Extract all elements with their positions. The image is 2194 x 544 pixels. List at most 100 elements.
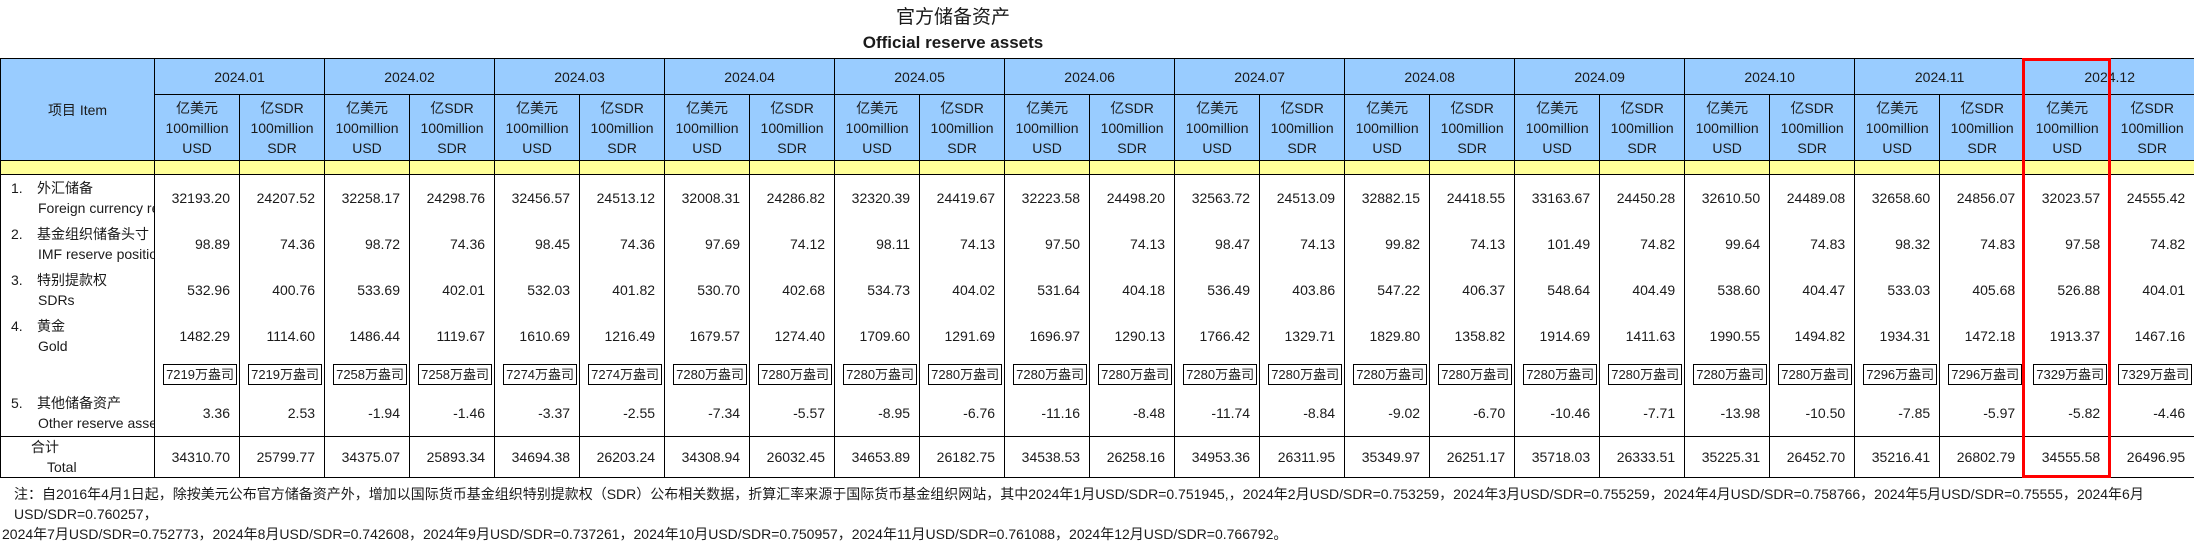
yellow-band-cell: [1940, 161, 2025, 175]
ounce-value-box: 7280万盎司: [1268, 364, 1342, 385]
value-cell: -5.82: [2025, 391, 2110, 437]
value-cell: 26032.45: [750, 437, 835, 478]
value-cell: 74.82: [1600, 221, 1685, 267]
month-header-2024.09: 2024.09: [1515, 59, 1685, 95]
value-cell: 74.12: [750, 221, 835, 267]
ounce-value-box: 7258万盎司: [418, 364, 492, 385]
value-cell: 7329万盎司: [2110, 359, 2194, 391]
value-cell: -6.76: [920, 391, 1005, 437]
value-cell: 7280万盎司: [1770, 359, 1855, 391]
value-cell: 1291.69: [920, 313, 1005, 359]
value-cell: 26452.70: [1770, 437, 1855, 478]
value-cell: 26333.51: [1600, 437, 1685, 478]
yellow-band-cell: [240, 161, 325, 175]
value-cell: 32008.31: [665, 175, 750, 221]
value-cell: 1114.60: [240, 313, 325, 359]
month-header-2024.04: 2024.04: [665, 59, 835, 95]
footnotes: 注：自2016年4月1日起，除按美元公布官方储备资产外，增加以国际货币基金组织特…: [0, 484, 2194, 544]
value-cell: 26311.95: [1260, 437, 1345, 478]
value-cell: 404.47: [1770, 267, 1855, 313]
ounce-value-box: 7280万盎司: [1693, 364, 1767, 385]
value-cell: 3.36: [155, 391, 240, 437]
value-cell: 24513.12: [580, 175, 665, 221]
value-cell: 98.45: [495, 221, 580, 267]
value-cell: 1679.57: [665, 313, 750, 359]
value-cell: -8.48: [1090, 391, 1175, 437]
value-cell: 97.69: [665, 221, 750, 267]
value-cell: 7296万盎司: [1940, 359, 2025, 391]
value-cell: 534.73: [835, 267, 920, 313]
value-cell: 99.64: [1685, 221, 1770, 267]
ounce-value-box: 7329万盎司: [2118, 364, 2192, 385]
value-cell: -8.95: [835, 391, 920, 437]
value-cell: -13.98: [1685, 391, 1770, 437]
value-cell: 1290.13: [1090, 313, 1175, 359]
value-cell: 24298.76: [410, 175, 495, 221]
yellow-band-cell: [665, 161, 750, 175]
ounce-value-box: 7280万盎司: [1098, 364, 1172, 385]
value-cell: -2.55: [580, 391, 665, 437]
ounce-value-box: 7280万盎司: [843, 364, 917, 385]
value-cell: 1990.55: [1685, 313, 1770, 359]
ounce-value-box: 7280万盎司: [1183, 364, 1257, 385]
value-cell: 7296万盎司: [1855, 359, 1940, 391]
value-cell: 24450.28: [1600, 175, 1685, 221]
month-header-2024.05: 2024.05: [835, 59, 1005, 95]
yellow-band-cell: [750, 161, 835, 175]
value-cell: -10.46: [1515, 391, 1600, 437]
value-cell: 32658.60: [1855, 175, 1940, 221]
yellow-band-cell: [325, 161, 410, 175]
ounce-value-box: 7280万盎司: [1608, 364, 1682, 385]
value-cell: 74.13: [1430, 221, 1515, 267]
value-cell: 405.68: [1940, 267, 2025, 313]
value-cell: 1216.49: [580, 313, 665, 359]
value-cell: 7258万盎司: [325, 359, 410, 391]
value-cell: 35225.31: [1685, 437, 1770, 478]
value-cell: 7280万盎司: [1345, 359, 1430, 391]
value-cell: 7280万盎司: [1600, 359, 1685, 391]
value-cell: 531.64: [1005, 267, 1090, 313]
yellow-band-cell: [1, 161, 155, 175]
value-cell: 34953.36: [1175, 437, 1260, 478]
value-cell: -1.46: [410, 391, 495, 437]
value-cell: 34308.94: [665, 437, 750, 478]
value-cell: 34555.58: [2025, 437, 2110, 478]
value-cell: 34375.07: [325, 437, 410, 478]
value-cell: -1.94: [325, 391, 410, 437]
value-cell: 34538.53: [1005, 437, 1090, 478]
value-cell: -8.84: [1260, 391, 1345, 437]
value-cell: 74.13: [920, 221, 1005, 267]
value-cell: 34310.70: [155, 437, 240, 478]
value-cell: 74.82: [2110, 221, 2194, 267]
value-cell: 24418.55: [1430, 175, 1515, 221]
ounce-value-box: 7280万盎司: [1353, 364, 1427, 385]
value-cell: 7258万盎司: [410, 359, 495, 391]
value-cell: -3.37: [495, 391, 580, 437]
page-title-zh: 官方储备资产: [0, 5, 1906, 31]
value-cell: 7280万盎司: [1260, 359, 1345, 391]
value-cell: -5.97: [1940, 391, 2025, 437]
ounce-value-box: 7280万盎司: [758, 364, 832, 385]
value-cell: 32320.39: [835, 175, 920, 221]
value-cell: 7280万盎司: [920, 359, 1005, 391]
value-cell: 7219万盎司: [240, 359, 325, 391]
value-cell: 530.70: [665, 267, 750, 313]
value-cell: 7274万盎司: [495, 359, 580, 391]
value-cell: -9.02: [1345, 391, 1430, 437]
